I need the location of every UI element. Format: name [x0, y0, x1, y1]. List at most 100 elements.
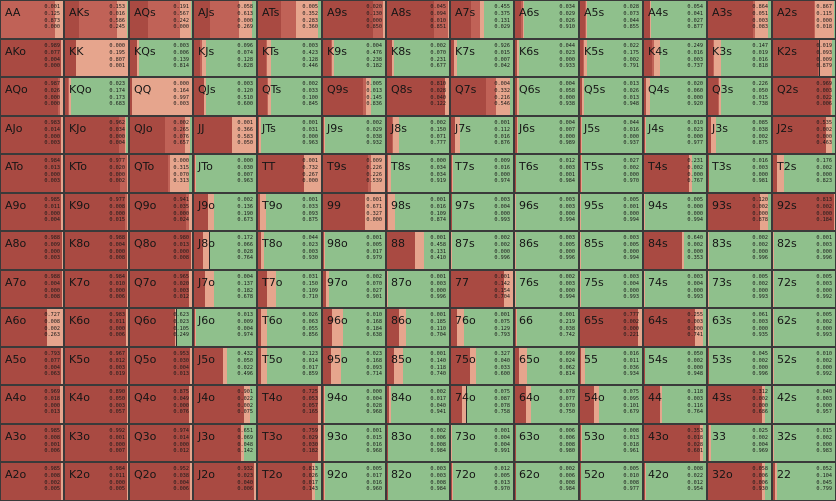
hand-cell-K6s[interactable]: K6s 0.044 0.023 0.000 0.933	[514, 39, 579, 77]
hand-cell-KTo[interactable]: KTo 0.977 0.020 0.000 0.002	[64, 154, 129, 193]
hand-cell-82s[interactable]: 82s 0.001 0.003 0.000 0.996	[772, 231, 836, 270]
hand-cell-QQ[interactable]: QQ 0.000 0.164 0.997 0.003	[129, 77, 193, 116]
hand-cell-86s[interactable]: 86s 0.003 0.005 0.000 0.996	[514, 231, 579, 270]
hand-cell-94o[interactable]: 94o 0.000 0.004 0.028 0.968	[322, 385, 386, 424]
hand-cell-96o[interactable]: 96o 0.010 0.168 0.184 0.638	[322, 308, 386, 347]
hand-cell-KQo[interactable]: KQo 0.023 0.174 0.173 0.683	[64, 77, 129, 116]
hand-cell-J9o[interactable]: J9o 0.002 0.136 0.190 0.673	[193, 193, 257, 231]
hand-cell-J4s[interactable]: J4s 0.010 0.023 0.000 0.977	[643, 116, 707, 154]
hand-cell-JTs[interactable]: JTs 0.001 0.031 0.000 0.963	[257, 116, 322, 154]
hand-cell-J2o[interactable]: J2o 0.932 0.023 0.040 0.006	[193, 462, 257, 501]
hand-cell-KTs[interactable]: KTs 0.003 0.423 0.128 0.446	[257, 39, 322, 77]
hand-cell-KJs[interactable]: KJs 0.096 0.074 0.128 0.828	[193, 39, 257, 77]
hand-cell-Q5s[interactable]: Q5s 0.013 0.026 0.013 0.948	[579, 77, 643, 116]
hand-cell-98o[interactable]: 98o 0.001 0.005 0.017 0.979	[322, 231, 386, 270]
hand-cell-T2s[interactable]: T2s 0.176 0.002 0.000 0.823	[772, 154, 836, 193]
hand-cell-A3o[interactable]: A3o 0.985 0.008 0.001 0.006	[0, 424, 64, 462]
hand-cell-TT[interactable]: TT 0.001 0.732 0.267 0.000	[257, 154, 322, 193]
hand-cell-T7s[interactable]: T7s 0.009 0.016 0.000 0.974	[450, 154, 514, 193]
hand-cell-A9o[interactable]: A9o 0.985 0.011 0.000 0.004	[0, 193, 64, 231]
hand-cell-72o[interactable]: 72o 0.012 0.005 0.013 0.970	[450, 462, 514, 501]
hand-cell-Q9s[interactable]: Q9s 0.005 0.013 0.145 0.836	[322, 77, 386, 116]
hand-cell-44[interactable]: 44 0.118 0.003 0.116 0.764	[643, 385, 707, 424]
hand-cell-K5o[interactable]: K5o 0.967 0.012 0.003 0.019	[64, 347, 129, 385]
hand-cell-K3s[interactable]: K3s 0.147 0.019 0.016 0.818	[707, 39, 772, 77]
hand-cell-A4s[interactable]: A4s 0.054 0.041 0.027 0.877	[643, 0, 707, 39]
hand-cell-74o[interactable]: 74o 0.075 0.087 0.078 0.758	[450, 385, 514, 424]
hand-cell-63s[interactable]: 63s 0.061 0.003 0.000 0.935	[707, 308, 772, 347]
hand-cell-Q8s[interactable]: Q8s 0.810 0.028 0.040 0.122	[386, 77, 450, 116]
hand-cell-K8o[interactable]: K8o 0.988 0.004 0.000 0.008	[64, 231, 129, 270]
hand-cell-T2o[interactable]: T2o 0.813 0.026 0.017 0.143	[257, 462, 322, 501]
hand-cell-87o[interactable]: 87o 0.001 0.003 0.000 0.996	[386, 270, 450, 308]
hand-cell-Q7s[interactable]: Q7s 0.004 0.332 0.216 0.546	[450, 77, 514, 116]
hand-cell-KJo[interactable]: KJo 0.962 0.034 0.000 0.004	[64, 116, 129, 154]
hand-cell-K7o[interactable]: K7o 0.984 0.010 0.000 0.006	[64, 270, 129, 308]
hand-cell-J2s[interactable]: J2s 0.535 0.002 0.000 0.463	[772, 116, 836, 154]
hand-cell-K6o[interactable]: K6o 0.983 0.011 0.000 0.006	[64, 308, 129, 347]
hand-cell-A5s[interactable]: A5s 0.028 0.073 0.044 0.855	[579, 0, 643, 39]
hand-cell-A8s[interactable]: A8s 0.045 0.094 0.010 0.851	[386, 0, 450, 39]
hand-cell-72s[interactable]: 72s 0.005 0.003 0.000 0.992	[772, 270, 836, 308]
hand-cell-66[interactable]: 66 0.001 0.219 0.038 0.742	[514, 308, 579, 347]
hand-cell-53s[interactable]: 53s 0.045 0.002 0.000 0.996	[707, 347, 772, 385]
hand-cell-ATo[interactable]: ATo 0.984 0.013 0.000 0.003	[0, 154, 64, 193]
hand-cell-KQs[interactable]: KQs 0.003 0.006 0.139 0.814	[129, 39, 193, 77]
hand-cell-42s[interactable]: 42s 0.040 0.003 0.000 0.957	[772, 385, 836, 424]
hand-cell-84o[interactable]: 84o 0.002 0.017 0.040 0.941	[386, 385, 450, 424]
hand-cell-Q4o[interactable]: Q4o 0.875 0.049 0.000 0.076	[129, 385, 193, 424]
hand-cell-97s[interactable]: 97s 0.003 0.004 0.000 0.993	[450, 193, 514, 231]
hand-cell-85o[interactable]: 85o 0.001 0.140 0.118 0.740	[386, 347, 450, 385]
hand-cell-88[interactable]: 88 0.001 0.458 0.131 0.410	[386, 231, 450, 270]
hand-cell-86o[interactable]: 86o 0.001 0.185 0.110 0.704	[386, 308, 450, 347]
hand-cell-62s[interactable]: 62s 0.005 0.002 0.000 0.993	[772, 308, 836, 347]
hand-cell-K3o[interactable]: K3o 0.992 0.001 0.000 0.007	[64, 424, 129, 462]
hand-cell-J8o[interactable]: J8o 0.172 0.066 0.028 0.764	[193, 231, 257, 270]
hand-cell-AQo[interactable]: AQo 0.987 0.026 0.000 0.000	[0, 77, 64, 116]
hand-cell-T4o[interactable]: T4o 0.725 0.053 0.057 0.165	[257, 385, 322, 424]
hand-cell-83o[interactable]: 83o 0.002 0.006 0.008 0.984	[386, 424, 450, 462]
hand-cell-76o[interactable]: 76o 0.001 0.075 0.129 0.793	[450, 308, 514, 347]
hand-cell-AQs[interactable]: AQs 0.191 0.567 0.242 0.000	[129, 0, 193, 39]
hand-cell-53o[interactable]: 53o 0.008 0.013 0.018 0.961	[579, 424, 643, 462]
hand-cell-94s[interactable]: 94s 0.005 0.000 0.000 0.994	[643, 193, 707, 231]
hand-cell-K7s[interactable]: K7s 0.926 0.015 0.007 0.042	[450, 39, 514, 77]
hand-cell-J3s[interactable]: J3s 0.085 0.038 0.002 0.875	[707, 116, 772, 154]
hand-cell-Q6s[interactable]: Q6s 0.004 0.058 0.000 0.938	[514, 77, 579, 116]
hand-cell-92o[interactable]: 92o 0.005 0.017 0.016 0.960	[322, 462, 386, 501]
hand-cell-96s[interactable]: 96s 0.003 0.003 0.000 0.994	[514, 193, 579, 231]
hand-cell-T5o[interactable]: T5o 0.123 0.014 0.017 0.859	[257, 347, 322, 385]
hand-cell-J3o[interactable]: J3o 0.651 0.069 0.048 0.142	[193, 424, 257, 462]
hand-cell-Q2o[interactable]: Q2o 0.952 0.038 0.004 0.006	[129, 462, 193, 501]
hand-cell-22[interactable]: 22 0.052 0.104 0.045 0.799	[772, 462, 836, 501]
hand-cell-JJ[interactable]: JJ 0.001 0.366 0.583 0.050	[193, 116, 257, 154]
hand-cell-Q7o[interactable]: Q7o 0.965 0.020 0.003 0.012	[129, 270, 193, 308]
hand-cell-A4o[interactable]: A4o 0.969 0.018 0.000 0.013	[0, 385, 64, 424]
hand-cell-T6s[interactable]: T6s 0.012 0.003 0.001 0.984	[514, 154, 579, 193]
hand-cell-A9s[interactable]: A9s 0.020 0.130 0.000 0.850	[322, 0, 386, 39]
hand-cell-97o[interactable]: 97o 0.002 0.070 0.027 0.901	[322, 270, 386, 308]
hand-cell-T4s[interactable]: T4s 0.231 0.002 0.000 0.767	[643, 154, 707, 193]
hand-cell-T3s[interactable]: T3s 0.016 0.003 0.000 0.981	[707, 154, 772, 193]
hand-cell-A6s[interactable]: A6s 0.034 0.029 0.026 0.910	[514, 0, 579, 39]
hand-cell-85s[interactable]: 85s 0.003 0.005 0.000 0.994	[579, 231, 643, 270]
hand-cell-65o[interactable]: 65o 0.099 0.024 0.062 0.814	[514, 347, 579, 385]
hand-cell-K9o[interactable]: K9o 0.977 0.008 0.000 0.015	[64, 193, 129, 231]
hand-cell-65s[interactable]: 65s 0.777 0.002 0.000 0.221	[579, 308, 643, 347]
hand-cell-J7s[interactable]: J7s 0.001 0.112 0.016 0.876	[450, 116, 514, 154]
hand-cell-K2s[interactable]: K2s 0.019 0.093 0.009 0.879	[772, 39, 836, 77]
hand-cell-J5o[interactable]: J5o 0.432 0.050 0.022 0.496	[193, 347, 257, 385]
hand-cell-KK[interactable]: KK 0.000 0.195 0.807 0.001	[64, 39, 129, 77]
hand-cell-A7o[interactable]: A7o 0.988 0.004 0.000 0.008	[0, 270, 64, 308]
hand-cell-95o[interactable]: 95o 0.023 0.168 0.093 0.714	[322, 347, 386, 385]
hand-cell-A2o[interactable]: A2o 0.985 0.008 0.002 0.005	[0, 462, 64, 501]
hand-cell-Q2s[interactable]: Q2s 0.969 0.003 0.022 0.006	[772, 77, 836, 116]
hand-cell-J7o[interactable]: J7o 0.004 0.137 0.182 0.678	[193, 270, 257, 308]
hand-cell-A8o[interactable]: A8o 0.988 0.009 0.000 0.003	[0, 231, 64, 270]
hand-cell-QTo[interactable]: QTo 0.000 0.315 0.070 0.313	[129, 154, 193, 193]
hand-cell-84s[interactable]: 84s 0.640 0.002 0.000 0.353	[643, 231, 707, 270]
hand-cell-54o[interactable]: 54o 0.075 0.095 0.101 0.679	[579, 385, 643, 424]
hand-cell-32s[interactable]: 32s 0.015 0.002 0.000 0.983	[772, 424, 836, 462]
hand-cell-JTo[interactable]: JTo 0.000 0.030 0.007 0.963	[193, 154, 257, 193]
hand-cell-T5s[interactable]: T5s 0.027 0.002 0.000 0.970	[579, 154, 643, 193]
